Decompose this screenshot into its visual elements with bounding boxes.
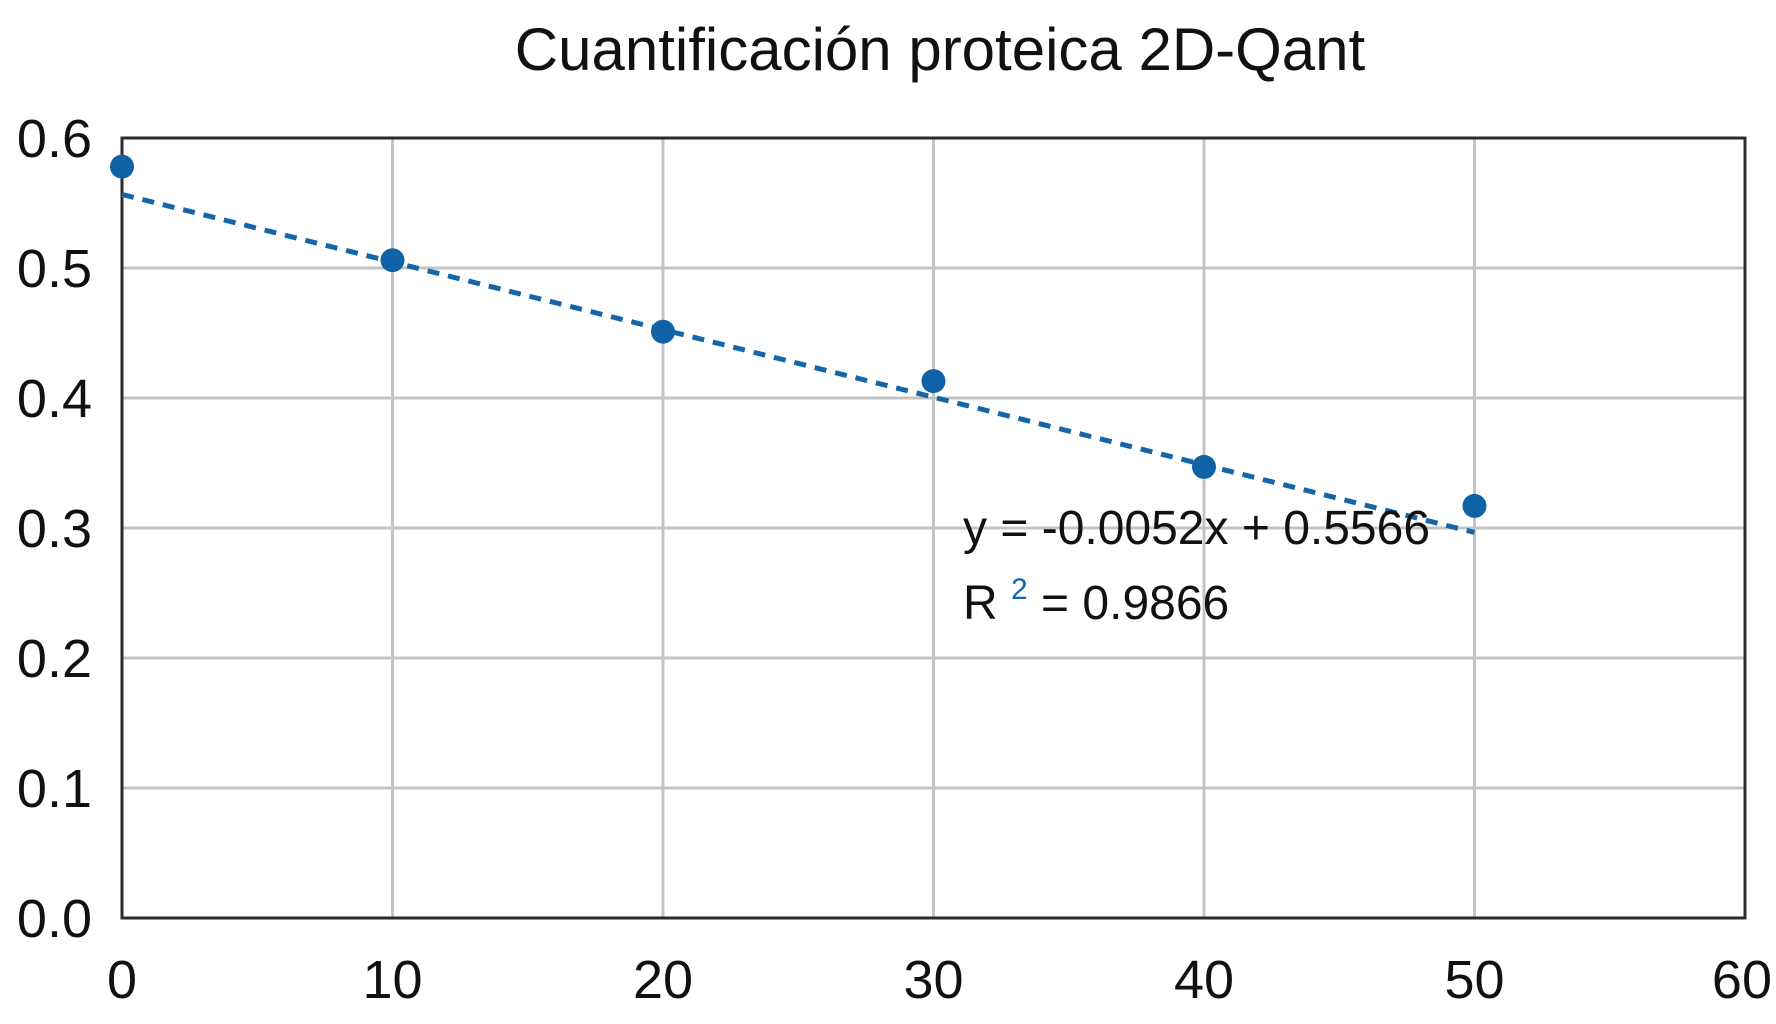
r-squared-superscript: 2 [1011, 573, 1028, 606]
y-tick-label-1: 0.1 [17, 759, 92, 819]
y-tick-label-6: 0.6 [17, 109, 92, 169]
x-tick-label-4: 40 [1174, 950, 1234, 1010]
data-point-5 [1462, 493, 1487, 518]
y-tick-label-5: 0.5 [17, 239, 92, 299]
r-squared-label: R 2 = 0.9866 [963, 557, 1229, 630]
plot-area-frame [120, 136, 1747, 920]
x-tick-label-6: 60 [1712, 950, 1772, 1010]
r-squared-prefix: R [963, 577, 998, 630]
y-tick-label-4: 0.4 [17, 369, 92, 429]
data-point-2 [651, 319, 675, 344]
y-axis-tick-labels: 0.0 0.1 0.2 0.3 0.4 0.5 0.6 [17, 109, 92, 949]
x-tick-label-3: 30 [903, 950, 963, 1010]
y-tick-label-3: 0.3 [17, 499, 92, 559]
x-tick-label-0: 0 [107, 950, 137, 1010]
data-point-3 [921, 369, 946, 394]
trendline [121, 191, 1476, 535]
y-tick-label-0: 0.0 [17, 889, 92, 949]
data-point-4 [1192, 454, 1216, 479]
x-axis-tick-labels: 0 10 20 30 40 50 60 [107, 950, 1772, 1010]
r-squared-value: = 0.9866 [1041, 577, 1229, 630]
y-tick-label-2: 0.2 [17, 629, 92, 689]
chart-title: Cuantificación proteica 2D-Qant [515, 16, 1366, 83]
data-points [110, 154, 1487, 518]
x-tick-label-1: 10 [362, 950, 422, 1010]
data-point-1 [380, 248, 405, 273]
grid-layer [122, 138, 1745, 918]
trendline-equation-label: y = -0.0052x + 0.5566 [963, 502, 1430, 555]
x-tick-label-2: 20 [633, 950, 693, 1010]
data-point-0 [110, 154, 134, 179]
x-tick-label-5: 50 [1444, 950, 1504, 1010]
